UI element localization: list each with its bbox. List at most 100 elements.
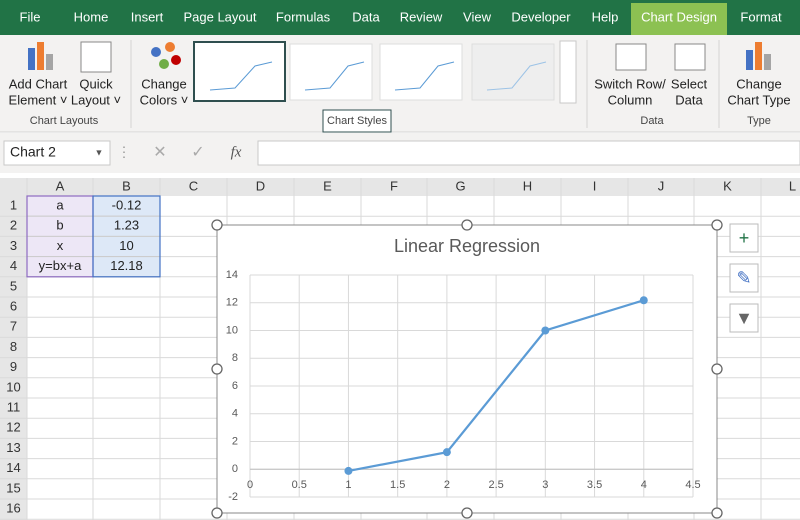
row-header: 12 [6, 420, 20, 435]
cell[interactable]: y=bx+a [39, 258, 82, 273]
ribbon-tab[interactable]: Insert [131, 9, 164, 24]
resize-handle[interactable] [711, 363, 723, 375]
style-thumb[interactable] [471, 43, 555, 101]
column-header: I [593, 178, 597, 193]
ribbon-tab[interactable]: Help [592, 9, 619, 24]
style-gallery[interactable] [193, 40, 577, 133]
cell[interactable]: 1.23 [114, 218, 139, 233]
ribbon-button-label[interactable]: Element ˅ [9, 92, 68, 107]
column-header: D [256, 178, 265, 193]
column-header: H [523, 178, 532, 193]
icon [171, 55, 181, 65]
ribbon-tab[interactable]: Format [740, 9, 782, 24]
row-header: 5 [10, 278, 17, 293]
x-tick-label: 4.5 [685, 479, 700, 491]
chart-filters-button-icon: ▼ [735, 308, 753, 328]
row-header: 11 [7, 400, 21, 415]
icon [755, 42, 762, 70]
y-tick-label: 2 [232, 435, 238, 447]
resize-handle[interactable] [711, 507, 723, 519]
thumb-line [486, 61, 547, 91]
dropdown-arrow[interactable]: ▼ [95, 147, 104, 157]
ribbon-button-label[interactable]: Change [141, 76, 187, 91]
column-header-bg [0, 178, 800, 196]
ribbon-button-label[interactable]: Data [675, 92, 703, 107]
icon [37, 42, 44, 70]
ribbon-tab[interactable]: Data [352, 9, 380, 24]
data-point [344, 466, 353, 475]
cell[interactable]: a [56, 198, 64, 213]
grip: ⋮ [117, 144, 131, 160]
icon [28, 48, 35, 70]
icon [746, 50, 753, 70]
function-icon[interactable]: fx [231, 144, 242, 160]
ribbon-tab[interactable]: Developer [511, 9, 571, 24]
ribbon-button-label[interactable]: Select [671, 76, 708, 91]
resize-handle[interactable] [461, 219, 473, 231]
ribbon-button-label[interactable]: Column [608, 92, 653, 107]
ribbon-button-label[interactable]: Layout ˅ [71, 92, 121, 107]
row-header: 10 [6, 379, 20, 394]
y-tick-label: 12 [226, 297, 238, 309]
x-tick-label: 3.5 [587, 479, 602, 491]
y-tick-label: 0 [232, 463, 238, 475]
row-header: 8 [10, 339, 17, 354]
ribbon-tab[interactable]: Review [400, 9, 443, 24]
row-header: 13 [6, 440, 20, 455]
cell[interactable]: 10 [119, 238, 133, 253]
style-thumb[interactable] [193, 41, 286, 102]
enter-icon[interactable]: ✓ [191, 144, 204, 161]
gallery-scroll[interactable] [559, 40, 577, 104]
group-label: Chart Styles [327, 115, 387, 127]
row-header: 16 [6, 501, 20, 516]
resize-handle[interactable] [211, 363, 223, 375]
chart-styles-button[interactable] [729, 263, 759, 293]
chart[interactable]: Linear Regression -2 0 2 4 6 8 10 12 14 0 0.5 1 1.5 2… [211, 219, 759, 519]
y-tick-label: 4 [232, 408, 238, 420]
row-header: 2 [10, 218, 17, 233]
ribbon-button-label[interactable]: Quick [79, 76, 113, 91]
resize-handle[interactable] [211, 219, 223, 231]
chart-styles-button-icon: ✎ [736, 268, 751, 288]
group-label: Chart Layouts [30, 115, 99, 127]
chart-elements-button[interactable] [729, 223, 759, 253]
style-thumb[interactable] [289, 43, 373, 101]
cell[interactable]: b [56, 218, 63, 233]
ribbon-button-label[interactable]: Add Chart [9, 76, 68, 91]
formula-input[interactable] [257, 140, 800, 166]
resize-handle[interactable] [211, 507, 223, 519]
style-thumb[interactable] [379, 43, 463, 101]
name-box[interactable] [3, 140, 111, 166]
ribbon-tab[interactable]: Page Layout [183, 9, 256, 24]
ribbon-button-label[interactable]: Switch Row/ [594, 76, 666, 91]
ribbon-tab[interactable]: View [463, 9, 492, 24]
ribbon-tab[interactable]: Formulas [276, 9, 331, 24]
column-header: B [122, 178, 131, 193]
cancel-icon[interactable]: ✕ [153, 144, 166, 161]
row-header: 3 [10, 238, 17, 253]
ribbon-tab[interactable]: Home [74, 9, 109, 24]
column-header: E [323, 178, 332, 193]
cell[interactable]: x [57, 238, 64, 253]
icon [615, 43, 647, 71]
cell[interactable]: -0.12 [112, 198, 142, 213]
chart-filters-button[interactable] [729, 303, 759, 333]
x-tick-label: 0 [247, 479, 253, 491]
resize-handle[interactable] [711, 219, 723, 231]
ribbon-tab[interactable]: Chart Design [641, 9, 717, 24]
chart-title: Linear Regression [394, 236, 540, 256]
resize-handle[interactable] [461, 507, 473, 519]
icon [764, 54, 771, 70]
ribbon-tab[interactable]: File [20, 9, 41, 24]
column-header: C [189, 178, 198, 193]
chart-frame[interactable] [216, 224, 718, 514]
ribbon-button-label[interactable]: Colors ˅ [140, 92, 189, 107]
cell[interactable]: 12.18 [110, 258, 143, 273]
column-header: K [723, 178, 732, 193]
group-label: Data [640, 115, 664, 127]
ribbon-button-label[interactable]: Change [736, 76, 782, 91]
ribbon-button-label[interactable]: Chart Type [727, 92, 790, 107]
y-tick-label: 6 [232, 380, 238, 392]
row-header: 4 [10, 258, 17, 273]
